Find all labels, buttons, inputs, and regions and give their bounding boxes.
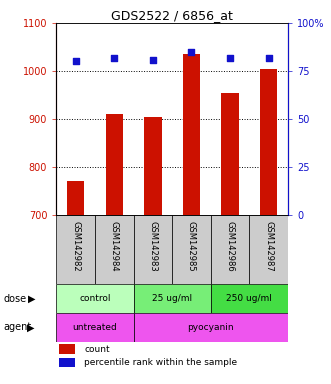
Bar bbox=[133, 284, 211, 313]
Point bbox=[227, 55, 233, 61]
Bar bbox=[59, 358, 75, 367]
Point bbox=[150, 56, 156, 63]
Bar bbox=[106, 114, 123, 215]
Text: pyocyanin: pyocyanin bbox=[187, 323, 234, 332]
Bar bbox=[95, 215, 133, 284]
Text: GSM142986: GSM142986 bbox=[225, 220, 235, 271]
Text: GSM142985: GSM142985 bbox=[187, 220, 196, 271]
Bar bbox=[56, 215, 95, 284]
Bar bbox=[172, 215, 211, 284]
Text: untreated: untreated bbox=[72, 323, 117, 332]
Bar bbox=[221, 93, 239, 215]
Text: ▶: ▶ bbox=[28, 293, 36, 304]
Point bbox=[112, 55, 117, 61]
Bar bbox=[133, 313, 288, 342]
Point bbox=[73, 58, 78, 65]
Text: GSM142987: GSM142987 bbox=[264, 220, 273, 271]
Bar bbox=[183, 54, 200, 215]
Text: 250 ug/ml: 250 ug/ml bbox=[226, 294, 272, 303]
Bar bbox=[59, 344, 75, 354]
Bar bbox=[56, 313, 133, 342]
Bar bbox=[144, 117, 162, 215]
Bar bbox=[260, 69, 277, 215]
Bar bbox=[56, 284, 133, 313]
Point bbox=[266, 55, 271, 61]
Bar bbox=[249, 215, 288, 284]
Text: agent: agent bbox=[3, 322, 31, 333]
Title: GDS2522 / 6856_at: GDS2522 / 6856_at bbox=[111, 9, 233, 22]
Bar bbox=[67, 182, 84, 215]
Text: percentile rank within the sample: percentile rank within the sample bbox=[84, 358, 237, 367]
Text: ▶: ▶ bbox=[26, 322, 34, 333]
Bar bbox=[133, 215, 172, 284]
Text: GSM142983: GSM142983 bbox=[148, 220, 157, 271]
Text: control: control bbox=[79, 294, 111, 303]
Bar bbox=[211, 215, 249, 284]
Bar bbox=[211, 284, 288, 313]
Text: GSM142984: GSM142984 bbox=[110, 220, 119, 271]
Point bbox=[189, 49, 194, 55]
Text: count: count bbox=[84, 345, 110, 354]
Text: 25 ug/ml: 25 ug/ml bbox=[152, 294, 192, 303]
Text: dose: dose bbox=[3, 293, 26, 304]
Text: GSM142982: GSM142982 bbox=[71, 220, 80, 271]
